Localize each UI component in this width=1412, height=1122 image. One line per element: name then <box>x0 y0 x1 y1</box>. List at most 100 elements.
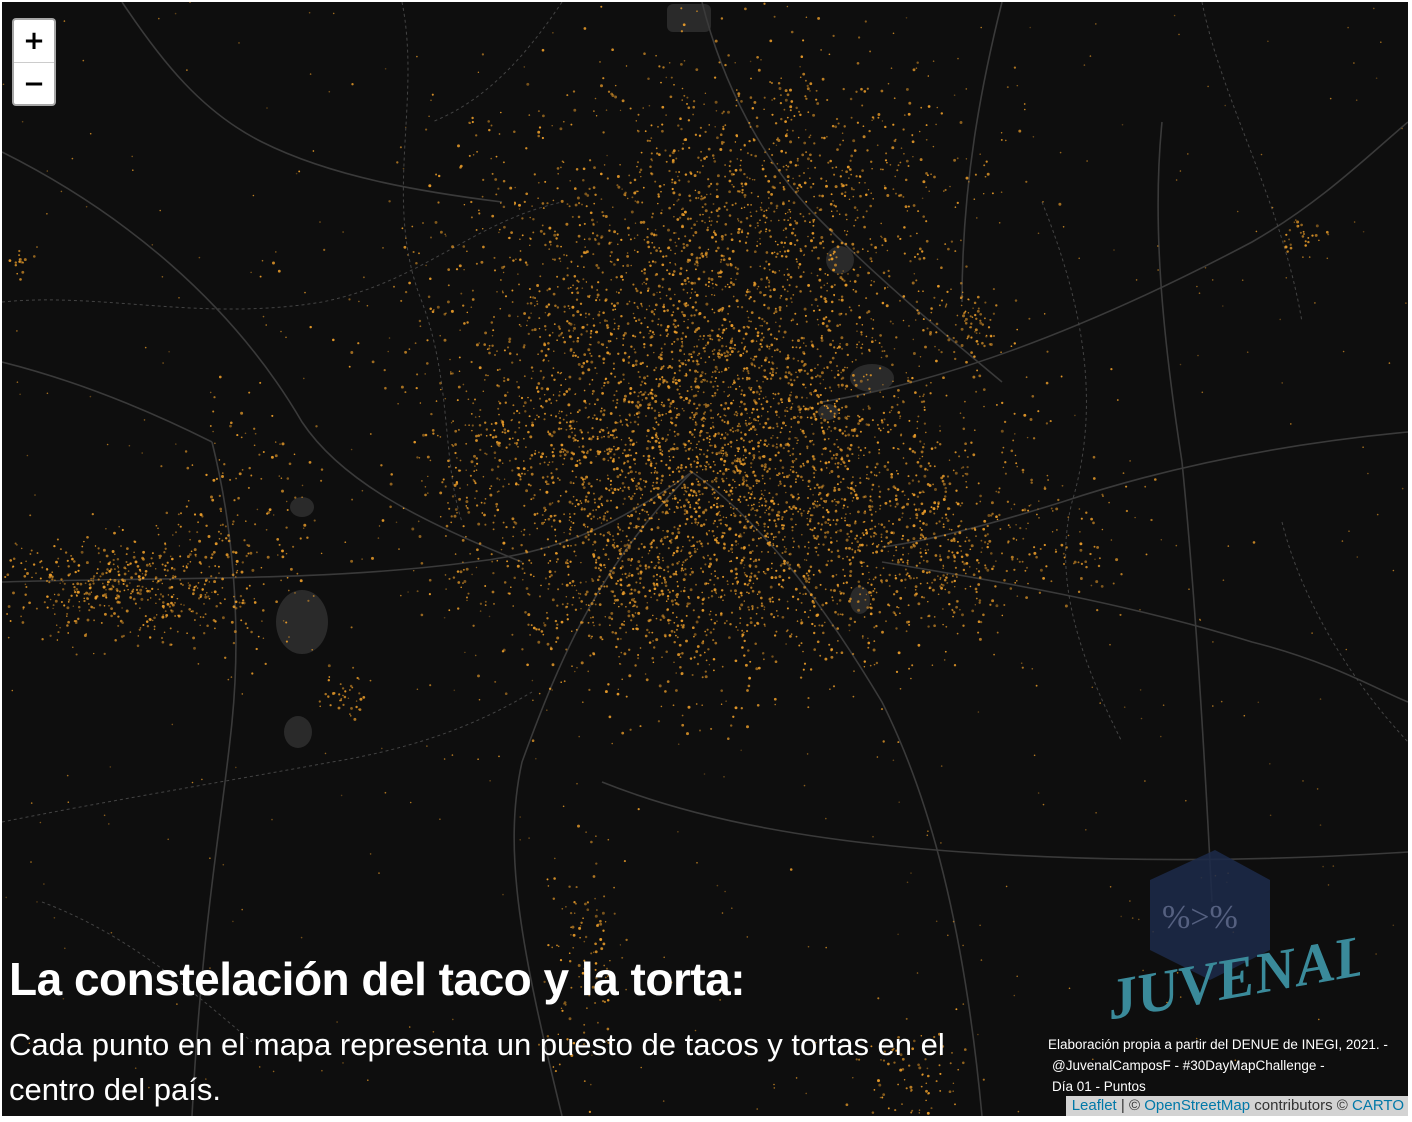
taco-stand-point <box>689 506 692 509</box>
taco-stand-point <box>856 61 860 65</box>
taco-stand-point <box>942 498 946 501</box>
taco-stand-point <box>813 486 816 490</box>
taco-stand-point <box>744 241 748 244</box>
taco-stand-point <box>840 192 844 195</box>
taco-stand-point <box>474 416 477 418</box>
taco-stand-point <box>768 345 771 348</box>
taco-stand-point <box>470 200 473 204</box>
taco-stand-point <box>650 471 653 474</box>
taco-stand-point <box>836 603 838 605</box>
taco-stand-point <box>565 596 568 598</box>
taco-stand-point <box>709 427 712 430</box>
taco-stand-point <box>734 141 737 143</box>
taco-stand-point <box>842 460 845 463</box>
taco-stand-point <box>602 77 605 80</box>
taco-stand-point <box>716 472 719 475</box>
taco-stand-point <box>714 394 717 397</box>
taco-stand-point <box>537 110 540 113</box>
taco-stand-point <box>845 513 847 515</box>
taco-stand-point <box>606 452 610 455</box>
taco-stand-point <box>530 312 532 314</box>
taco-stand-point <box>619 109 622 112</box>
taco-stand-point <box>720 437 722 440</box>
taco-stand-point <box>680 344 684 348</box>
taco-stand-point <box>695 703 698 705</box>
taco-stand-point <box>559 417 562 419</box>
taco-stand-point <box>683 320 685 323</box>
taco-stand-point <box>704 411 706 413</box>
taco-stand-point <box>629 497 633 501</box>
taco-stand-point <box>728 179 732 183</box>
taco-stand-point <box>883 349 886 353</box>
taco-stand-point <box>553 323 556 325</box>
taco-stand-point <box>811 439 814 442</box>
taco-stand-point <box>621 424 624 426</box>
taco-stand-point <box>496 350 498 352</box>
taco-stand-point <box>802 462 805 465</box>
taco-stand-point <box>617 185 621 189</box>
taco-stand-point <box>763 2 766 5</box>
taco-stand-point <box>738 228 741 231</box>
taco-stand-point <box>590 354 593 358</box>
taco-stand-point <box>654 416 657 420</box>
taco-stand-point <box>730 498 733 501</box>
taco-stand-point <box>476 548 479 552</box>
taco-stand-point <box>657 193 660 196</box>
taco-stand-point <box>719 148 723 151</box>
taco-stand-point <box>851 652 855 656</box>
taco-stand-point <box>940 112 944 115</box>
taco-stand-point <box>814 367 816 370</box>
taco-stand-point <box>1002 446 1005 449</box>
taco-stand-point <box>519 250 522 252</box>
taco-stand-point <box>803 219 807 223</box>
taco-stand-point <box>559 127 563 131</box>
taco-stand-point <box>965 158 968 160</box>
taco-stand-point <box>927 75 930 77</box>
taco-stand-point <box>656 512 658 514</box>
taco-stand-point <box>782 185 785 189</box>
taco-stand-point <box>488 347 491 350</box>
taco-stand-point <box>650 158 653 161</box>
taco-stand-point <box>594 97 597 100</box>
taco-stand-point <box>712 421 714 424</box>
taco-stand-point <box>481 227 484 230</box>
taco-stand-point <box>986 568 990 572</box>
taco-stand-point <box>704 283 708 286</box>
taco-stand-point <box>766 470 769 473</box>
taco-stand-point <box>720 404 723 407</box>
taco-stand-point <box>792 357 795 360</box>
taco-stand-point <box>738 520 742 524</box>
taco-stand-point <box>837 475 840 478</box>
taco-stand-point <box>820 417 822 420</box>
taco-stand-point <box>611 491 615 495</box>
taco-stand-point <box>922 215 925 218</box>
taco-stand-point <box>944 650 947 653</box>
taco-stand-point <box>546 475 549 478</box>
taco-stand-point <box>936 505 940 508</box>
taco-stand-point <box>592 223 595 226</box>
taco-stand-point <box>490 124 493 127</box>
taco-stand-point <box>661 376 664 379</box>
taco-stand-point <box>688 539 691 542</box>
taco-stand-point <box>925 384 928 387</box>
taco-stand-point <box>660 705 663 708</box>
taco-stand-point <box>857 454 860 457</box>
taco-stand-point <box>669 261 671 264</box>
taco-stand-point <box>803 181 807 185</box>
taco-stand-point <box>762 477 764 480</box>
taco-stand-point <box>497 400 500 403</box>
taco-stand-point <box>498 459 502 462</box>
taco-stand-point <box>436 305 440 309</box>
taco-stand-point <box>797 359 800 362</box>
taco-stand-point <box>710 182 713 185</box>
taco-stand-point <box>605 499 609 503</box>
taco-stand-point <box>889 163 892 166</box>
taco-stand-point <box>527 332 531 336</box>
taco-stand-point <box>515 409 519 413</box>
taco-stand-point <box>560 681 562 683</box>
taco-stand-point <box>829 343 833 347</box>
taco-stand-point <box>722 238 724 240</box>
taco-stand-point <box>665 114 667 116</box>
taco-stand-point <box>822 631 825 635</box>
